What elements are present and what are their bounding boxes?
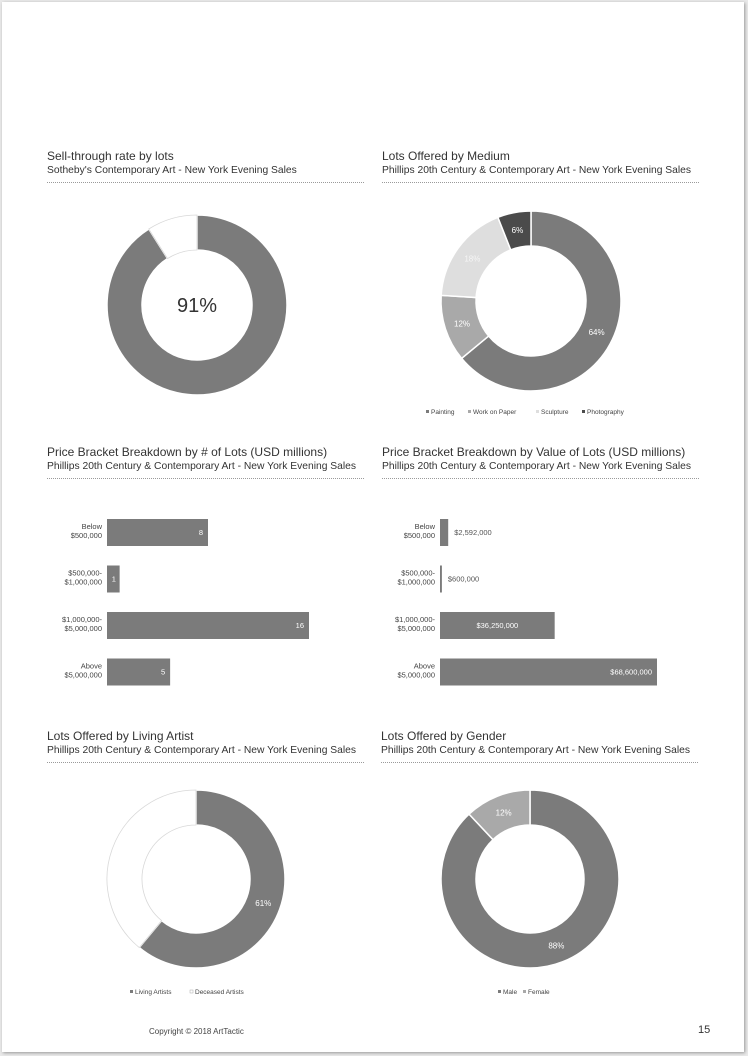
legend-swatch-work-on-paper <box>468 410 471 413</box>
pie-slice-female <box>468 789 531 841</box>
bar-value-label-2: $36,250,000 <box>476 621 518 630</box>
legend-label-deceased-artists: Deceased Artists <box>195 989 245 996</box>
header-divider <box>382 182 699 183</box>
category-label-1-line-1: $1,000,000 <box>397 578 435 587</box>
bracket-count-header: Price Bracket Breakdown by # of Lots (US… <box>47 445 356 473</box>
sell-through-header: Sell-through rate by lots Sotheby's Cont… <box>47 149 297 177</box>
chart-title: Price Bracket Breakdown by Value of Lots… <box>382 445 686 459</box>
bar-value-label-1: 1 <box>112 575 116 584</box>
legend-swatch-deceased-artists <box>189 989 194 994</box>
chart-subtitle: Phillips 20th Century & Contemporary Art… <box>47 461 357 472</box>
header-divider <box>47 478 364 479</box>
legend-label-female: Female <box>528 989 550 996</box>
pie-slice-slice-0 <box>106 214 288 396</box>
living-artist-header: Lots Offered by Living Artist Phillips 2… <box>47 729 356 757</box>
category-label-1-line-0: $500,000- <box>401 569 435 578</box>
medium-header: Lots Offered by Medium Phillips 20th Cen… <box>382 149 691 177</box>
legend-swatch-female <box>523 990 526 993</box>
copyright-text: Copyright © 2018 ArtTactic <box>149 1027 244 1036</box>
chart-subtitle: Phillips 20th Century & Contemporary Art… <box>382 165 692 176</box>
header-divider <box>47 182 364 183</box>
page-number: 15 <box>698 1024 711 1036</box>
legend-swatch-living-artists <box>130 990 133 993</box>
category-label-0-line-0: Below <box>82 522 103 531</box>
slice-label-male: 88% <box>548 941 564 950</box>
pie-slice-male <box>440 789 620 969</box>
chart-title: Lots Offered by Medium <box>382 149 510 163</box>
chart-subtitle: Sotheby's Contemporary Art - New York Ev… <box>47 165 297 176</box>
bar-1 <box>440 565 442 593</box>
chart-subtitle: Phillips 20th Century & Contemporary Art… <box>47 745 357 756</box>
gender-header: Lots Offered by Gender Phillips 20th Cen… <box>381 729 690 757</box>
slice-label-work-on-paper: 12% <box>454 319 470 328</box>
category-label-0-line-1: $500,000 <box>404 531 435 540</box>
chart-subtitle: Phillips 20th Century & Contemporary Art… <box>382 461 692 472</box>
legend-label-living-artists: Living Artists <box>135 989 172 996</box>
bar-value-label-0: $2,592,000 <box>454 528 492 537</box>
pie-slice-photography <box>496 210 532 251</box>
legend-swatch-painting <box>426 410 429 413</box>
pie-slice-slice-1 <box>148 214 198 260</box>
bar-value-label-0: 8 <box>199 528 203 537</box>
header-divider <box>47 762 364 763</box>
header-divider <box>382 478 699 479</box>
legend-swatch-male <box>498 990 501 993</box>
slice-label-living-artists: 61% <box>255 899 271 908</box>
slice-label-painting: 64% <box>589 328 605 337</box>
bar-0 <box>107 519 208 546</box>
chart-title: Price Bracket Breakdown by # of Lots (US… <box>47 445 328 459</box>
category-label-1-line-1: $1,000,000 <box>64 578 102 587</box>
chart-subtitle: Phillips 20th Century & Contemporary Art… <box>381 745 691 756</box>
legend-label-painting: Painting <box>431 409 455 416</box>
bar-0 <box>440 519 449 546</box>
legend-label-work-on-paper: Work on Paper <box>473 409 517 416</box>
category-label-1-line-0: $500,000- <box>68 569 102 578</box>
category-label-0-line-1: $500,000 <box>71 531 102 540</box>
legend-swatch-photography <box>582 410 585 413</box>
chart-title: Lots Offered by Living Artist <box>47 729 194 743</box>
legend-label-photography: Photography <box>587 409 625 416</box>
category-label-3-line-1: $5,000,000 <box>64 671 102 680</box>
slice-label-photography: 6% <box>512 226 524 235</box>
bar-2 <box>440 612 555 639</box>
bar-value-label-3: 5 <box>161 668 165 677</box>
chart-title: Lots Offered by Gender <box>381 729 507 743</box>
bar-value-label-3: $68,600,000 <box>610 668 652 677</box>
slice-label-sculpture: 18% <box>464 254 480 263</box>
category-label-2-line-1: $5,000,000 <box>397 624 435 633</box>
bar-3 <box>107 658 171 686</box>
center-value-label: 91% <box>177 295 217 317</box>
bracket-value-header: Price Bracket Breakdown by Value of Lots… <box>382 445 691 473</box>
category-label-2-line-0: $1,000,000- <box>395 615 436 624</box>
bar-value-label-2: 16 <box>296 621 304 630</box>
category-label-0-line-0: Below <box>415 522 436 531</box>
legend-label-male: Male <box>503 989 517 996</box>
legend-label-sculpture: Sculpture <box>541 409 569 416</box>
pie-slice-living-artists <box>138 789 286 969</box>
slice-label-female: 12% <box>496 809 512 818</box>
bar-3 <box>440 658 657 686</box>
legend-swatch-sculpture <box>536 410 539 413</box>
category-label-3-line-1: $5,000,000 <box>397 671 435 680</box>
pie-slice-painting <box>460 210 622 392</box>
header-divider <box>381 762 698 763</box>
category-label-3-line-0: Above <box>81 662 102 671</box>
bar-2 <box>107 612 309 639</box>
bar-1 <box>107 565 120 593</box>
category-label-2-line-0: $1,000,000- <box>62 615 103 624</box>
pie-slice-deceased-artists <box>106 789 197 949</box>
chart-title: Sell-through rate by lots <box>47 149 174 163</box>
bar-value-label-1: $600,000 <box>448 575 479 584</box>
category-label-2-line-1: $5,000,000 <box>64 624 102 633</box>
category-label-3-line-0: Above <box>414 662 435 671</box>
